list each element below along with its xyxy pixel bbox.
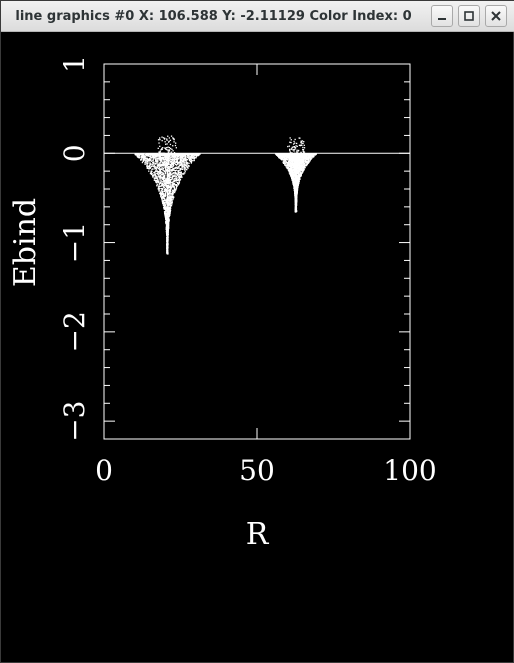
close-button[interactable]: [485, 5, 507, 27]
y-tick-label-0: 0: [58, 144, 91, 162]
y-tick-label-1: 1: [58, 55, 91, 73]
title-bar[interactable]: line graphics #0 X: 106.588 Y: -2.11129 …: [1, 1, 514, 32]
axis-ticks: [103, 63, 411, 440]
plot-canvas[interactable]: 0 50 100 1 0 −1 −2 −3 R Ebind: [1, 32, 513, 662]
maximize-icon: [464, 11, 474, 21]
close-icon: [491, 11, 501, 21]
maximize-button[interactable]: [458, 5, 480, 27]
window-title: line graphics #0 X: 106.588 Y: -2.11129 …: [15, 9, 412, 24]
y-tick-label-minus-2: −2: [58, 311, 91, 352]
minimize-icon: [438, 18, 446, 20]
y-tick-label-minus-3: −3: [58, 401, 91, 442]
y-axis-label: Ebind: [8, 198, 43, 287]
y-tick-label-minus-1: −1: [58, 222, 91, 263]
scatter-points: [134, 135, 317, 255]
plot-frame: [103, 63, 411, 440]
x-axis-label: R: [246, 517, 270, 552]
minimize-button[interactable]: [431, 5, 453, 27]
x-tick-label-0: 0: [95, 454, 113, 487]
x-tick-label-100: 100: [383, 454, 436, 487]
x-tick-label-50: 50: [239, 454, 275, 487]
